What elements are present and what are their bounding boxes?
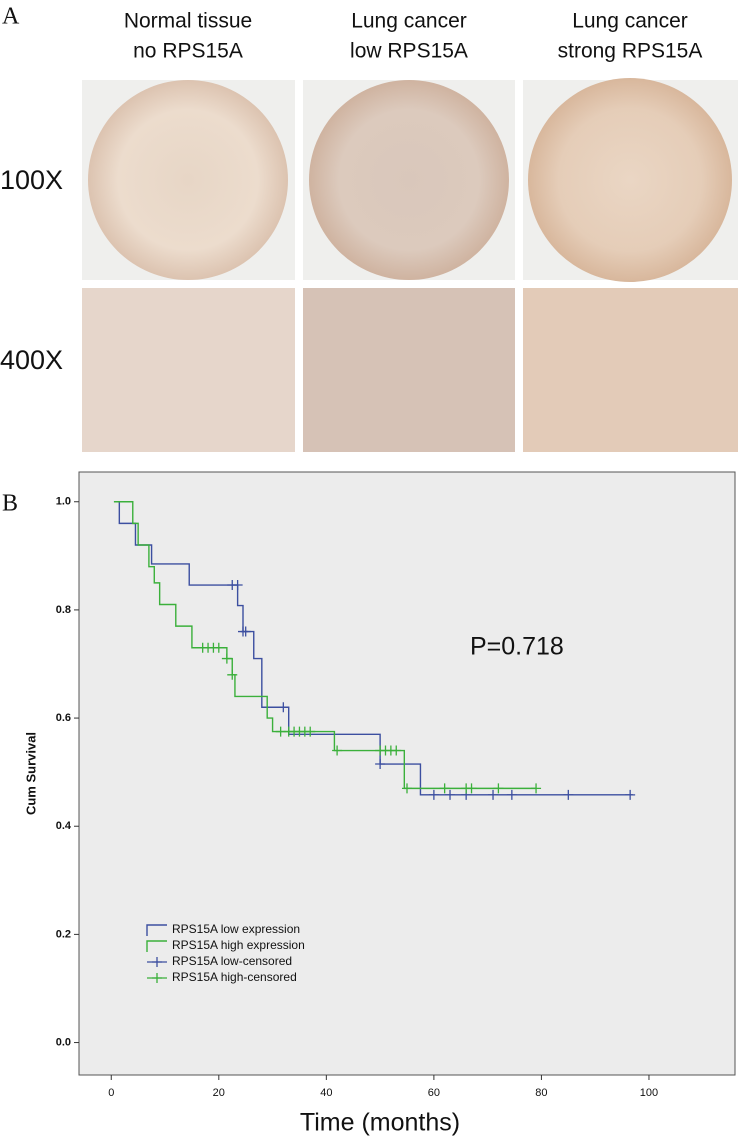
tissue-images: [82, 78, 738, 452]
legend-label: RPS15A high-censored: [172, 970, 297, 984]
censor-mark: [240, 626, 251, 637]
tissue-core: [309, 80, 509, 280]
x-axis-label: Time (months): [300, 1109, 460, 1137]
censor-mark: [232, 580, 243, 591]
censor-mark: [428, 789, 439, 800]
image-400x: [82, 288, 295, 452]
column-header: Lung cancer: [351, 10, 467, 33]
image-400x: [303, 288, 515, 452]
censor-mark: [213, 642, 224, 653]
legend-label: RPS15A low expression: [172, 922, 300, 936]
censor-mark: [466, 783, 477, 794]
censor-mark: [221, 653, 232, 664]
censor-mark: [439, 783, 450, 794]
row-label: 100X: [0, 165, 63, 195]
row-label: 400X: [0, 345, 63, 375]
y-tick-label: 1.0: [56, 496, 71, 508]
y-tick-label: 0.8: [56, 604, 71, 616]
panel-label: B: [2, 491, 18, 517]
x-tick-label: 80: [535, 1087, 547, 1099]
survival-curve: [113, 501, 633, 796]
censor-mark: [375, 759, 386, 770]
legend-entry: RPS15A high-censored: [147, 970, 297, 984]
image-400x: [523, 288, 738, 452]
censor-mark: [563, 789, 574, 800]
legend-symbol: [152, 957, 162, 967]
y-tick-label: 0.4: [56, 820, 72, 832]
censor-mark: [506, 789, 517, 800]
column-header: strong RPS15A: [558, 40, 703, 63]
x-tick-label: 20: [213, 1087, 225, 1099]
y-tick-label: 0.0: [56, 1036, 71, 1048]
tissue-core: [88, 80, 288, 280]
censor-mark: [402, 783, 412, 794]
x-tick-label: 100: [640, 1087, 658, 1099]
legend-entry: RPS15A low-censored: [147, 954, 292, 968]
censor-mark: [227, 669, 238, 680]
tissue-core: [528, 78, 732, 282]
censor-mark: [531, 783, 542, 794]
x-tick-label: 40: [320, 1087, 332, 1099]
plot-area: [78, 471, 736, 1076]
column-header: Lung cancer: [572, 10, 688, 33]
legend-symbol: [146, 940, 167, 952]
annotation: P=0.718: [470, 633, 564, 661]
censor-mark: [278, 702, 289, 713]
x-tick-label: 0: [108, 1087, 114, 1099]
y-axis-label: Cum Survival: [23, 732, 38, 815]
censor-mark: [391, 745, 402, 756]
legend-entry: RPS15A low expression: [146, 922, 300, 936]
censor-mark: [305, 726, 316, 737]
y-tick-label: 0.2: [56, 928, 71, 940]
censor-mark: [625, 789, 636, 800]
legend-label: RPS15A low-censored: [172, 954, 292, 968]
column-header: no RPS15A: [133, 40, 243, 63]
column-header: Normal tissue: [124, 10, 252, 33]
censor-mark: [332, 745, 343, 756]
legend-symbol: [152, 973, 162, 983]
panel-label: A: [2, 4, 20, 30]
censor-mark: [493, 783, 504, 794]
column-header: low RPS15A: [350, 40, 468, 63]
censor-mark: [488, 789, 499, 800]
x-tick-label: 60: [428, 1087, 440, 1099]
legend-label: RPS15A high expression: [172, 938, 305, 952]
censor-mark: [445, 789, 456, 800]
y-tick-label: 0.6: [56, 712, 71, 724]
legend-entry: RPS15A high expression: [146, 938, 305, 952]
legend-symbol: [146, 924, 167, 936]
